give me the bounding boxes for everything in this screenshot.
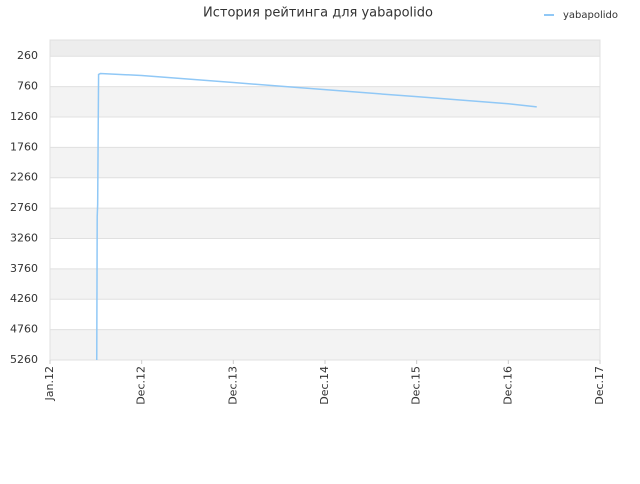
y-tick-label: 4760 — [10, 323, 38, 336]
band — [50, 56, 600, 87]
chart-title: История рейтинга для yabapolido — [203, 6, 433, 21]
band — [50, 116, 600, 148]
y-tick-label: 3760 — [10, 262, 38, 275]
band — [50, 238, 600, 269]
band — [50, 268, 600, 300]
band — [50, 177, 600, 209]
x-tick-label: Jan.12 — [43, 366, 56, 401]
legend-label: yabapolido — [563, 10, 618, 21]
band — [50, 299, 600, 330]
band — [50, 86, 600, 117]
y-tick-label: 3260 — [10, 231, 38, 244]
y-tick-label: 1760 — [10, 140, 38, 153]
band — [50, 208, 600, 239]
y-tick-label: 4260 — [10, 292, 38, 305]
x-tick-label: Dec.17 — [593, 366, 606, 405]
y-tick-label: 2760 — [10, 201, 38, 214]
band — [50, 147, 600, 178]
band — [50, 329, 600, 360]
line — [96, 72, 537, 361]
x-tick-label: Dec.16 — [501, 366, 514, 405]
band — [50, 40, 600, 57]
y-tick-label: 760 — [17, 80, 38, 93]
y-tick-label: 5260 — [10, 353, 38, 366]
y-tick-label: 1260 — [10, 110, 38, 123]
y-tick-label: 2260 — [10, 171, 38, 184]
x-tick-label: Dec.13 — [226, 366, 239, 405]
y-tick-label: 260 — [17, 49, 38, 62]
x-tick-label: Dec.14 — [318, 366, 331, 405]
x-tick-label: Dec.12 — [135, 366, 148, 405]
x-tick-label: Dec.15 — [410, 366, 423, 405]
